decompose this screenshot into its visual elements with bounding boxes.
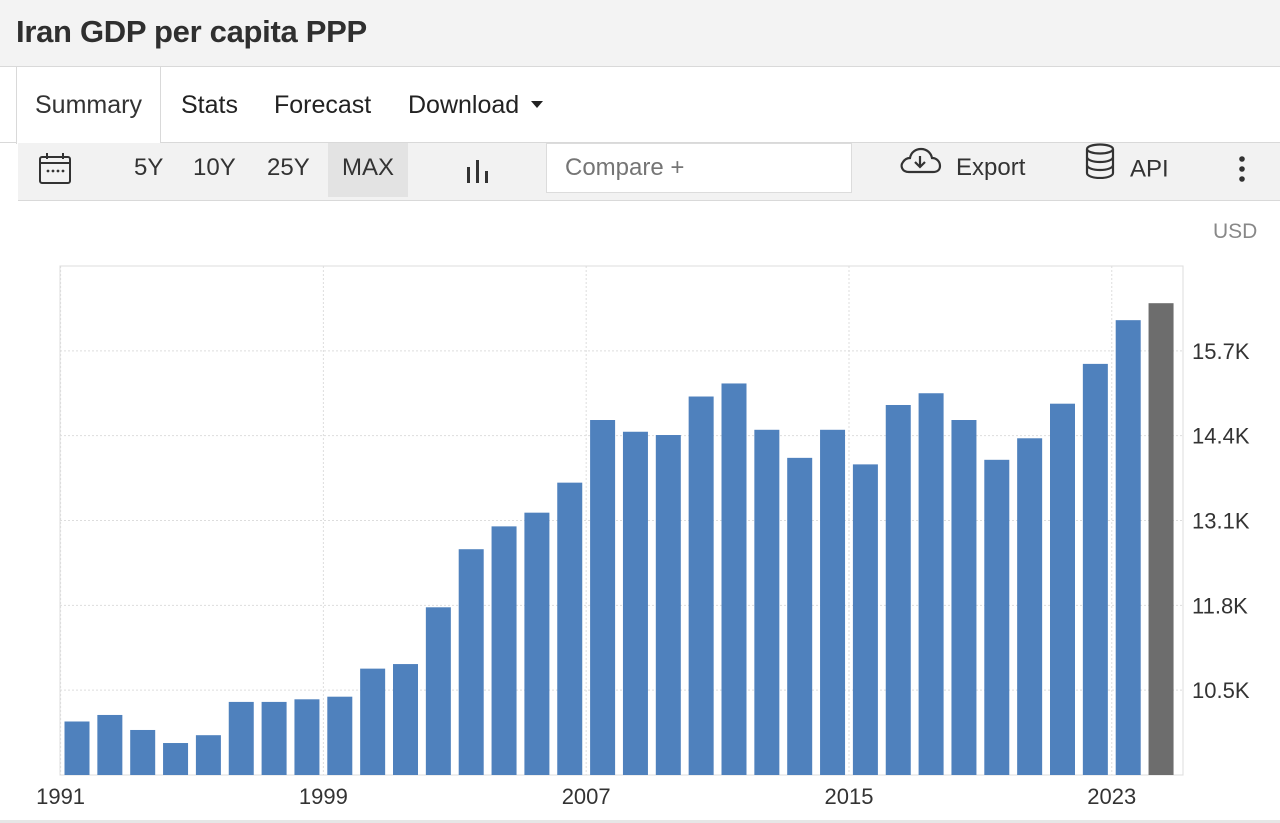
database-icon xyxy=(1084,143,1116,197)
caret-down-icon xyxy=(531,100,544,108)
bar-2009 xyxy=(655,435,681,775)
bar-2002 xyxy=(425,607,451,775)
bar-2015 xyxy=(852,464,878,775)
api-button[interactable]: API xyxy=(1084,143,1169,197)
bar-2024 xyxy=(1148,303,1174,775)
bar-2021 xyxy=(1050,403,1075,775)
bar-chart-icon[interactable] xyxy=(464,153,492,207)
bar-2010 xyxy=(688,396,714,775)
tab-stats[interactable]: Stats xyxy=(181,91,238,119)
x-tick-label: 2015 xyxy=(824,784,873,809)
bar-1994 xyxy=(163,743,189,775)
export-button[interactable]: Export xyxy=(898,143,1025,197)
y-tick-label: 11.8K xyxy=(1192,593,1248,618)
bar-2014 xyxy=(820,429,846,775)
chart-toolbar: 5Y 10Y 25Y MAX Export API xyxy=(18,143,1280,201)
tab-download-label: Download xyxy=(408,91,520,119)
bar-2007 xyxy=(590,420,616,775)
bar-1995 xyxy=(195,735,221,775)
bar-2017 xyxy=(918,393,944,775)
compare-input[interactable] xyxy=(546,143,852,193)
bar-1993 xyxy=(130,729,156,775)
range-10y-button[interactable]: 10Y xyxy=(193,154,236,181)
bar-2008 xyxy=(622,431,648,775)
bar-2011 xyxy=(721,383,747,775)
api-label: API xyxy=(1130,155,1169,183)
bar-2020 xyxy=(1017,438,1043,775)
bar-1992 xyxy=(97,714,123,775)
bar-2022 xyxy=(1082,363,1108,775)
bar-2019 xyxy=(984,459,1010,775)
bar-2023 xyxy=(1115,320,1141,775)
bar-2016 xyxy=(885,404,911,775)
plot-frame xyxy=(59,265,1184,776)
bar-2006 xyxy=(557,482,583,775)
tab-download[interactable]: Download xyxy=(408,67,544,143)
bar-2012 xyxy=(754,429,780,775)
y-tick-label: 15.7K xyxy=(1192,339,1250,364)
x-tick-label: 2023 xyxy=(1087,784,1136,809)
bar-2005 xyxy=(524,512,550,775)
export-label: Export xyxy=(956,154,1026,181)
bottom-divider xyxy=(0,820,1280,823)
bar-2003 xyxy=(458,549,484,775)
y-tick-label: 13.1K xyxy=(1192,509,1250,534)
unit-label: USD xyxy=(1213,220,1258,243)
calendar-icon[interactable] xyxy=(38,151,72,205)
bar-2013 xyxy=(787,457,813,775)
x-tick-label: 2007 xyxy=(562,784,611,809)
range-5y-button[interactable]: 5Y xyxy=(134,154,164,181)
tab-summary[interactable]: Summary xyxy=(16,67,161,144)
bar-1997 xyxy=(261,701,287,775)
range-25y-button[interactable]: 25Y xyxy=(267,154,310,181)
x-tick-label: 1991 xyxy=(36,784,85,809)
tab-bar: Summary Stats Forecast Download xyxy=(0,67,1280,144)
page-title: Iran GDP per capita PPP xyxy=(16,14,367,49)
bar-2018 xyxy=(951,420,977,775)
bar-1991 xyxy=(64,721,90,775)
bar-2000 xyxy=(360,668,386,775)
cloud-download-icon xyxy=(898,144,942,194)
bar-1996 xyxy=(228,701,254,775)
x-tick-label: 1999 xyxy=(299,784,348,809)
bar-1999 xyxy=(327,696,353,775)
bar-2001 xyxy=(393,664,418,775)
title-bar: Iran GDP per capita PPP xyxy=(0,0,1280,67)
vertical-dots-icon[interactable] xyxy=(1236,153,1248,207)
y-tick-label: 14.4K xyxy=(1192,424,1250,449)
y-tick-label: 10.5K xyxy=(1192,678,1250,703)
tab-forecast[interactable]: Forecast xyxy=(274,91,372,119)
bar-1998 xyxy=(294,699,320,775)
bar-2004 xyxy=(491,526,517,775)
range-max-button[interactable]: MAX xyxy=(328,143,409,197)
